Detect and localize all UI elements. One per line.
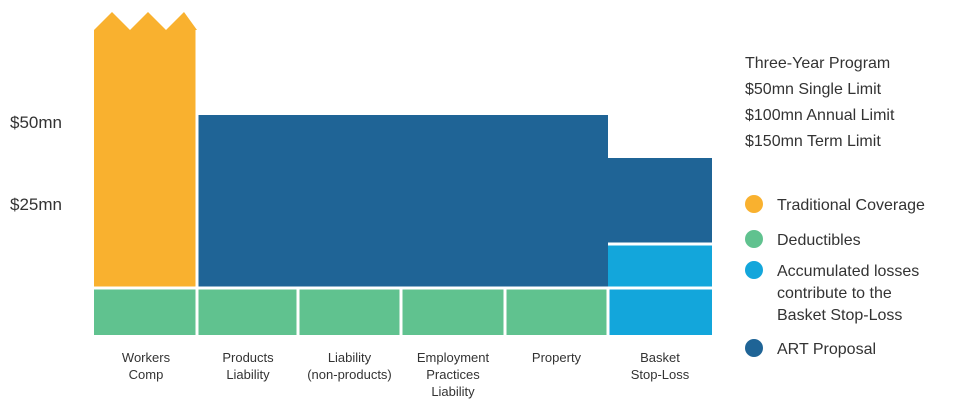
legend-swatch-deductibles [745, 230, 763, 248]
program-info-line: $100mn Annual Limit [745, 107, 895, 124]
legend: Traditional Coverage Deductibles Accumulat… [745, 195, 925, 358]
program-info-line: $50mn Single Limit [745, 81, 882, 98]
legend-swatch-accumulated [745, 261, 763, 279]
legend-label: Basket Stop-Loss [777, 307, 902, 324]
legend-label: Accumulated losses [777, 263, 919, 280]
program-info-line: $150mn Term Limit [745, 133, 881, 150]
category-label: Liability [226, 367, 270, 382]
category-label: Basket [640, 350, 680, 365]
program-info-line: Three-Year Program [745, 55, 890, 72]
legend-swatch-art [745, 339, 763, 357]
y-axis-labels: $50mn $25mn [10, 113, 62, 214]
traditional-coverage-block [94, 12, 197, 288]
category-labels: Workers Comp Products Liability Liability (no… [122, 350, 690, 399]
category-label: Workers [122, 350, 171, 365]
category-label: Employment [417, 350, 490, 365]
category-label: Products [222, 350, 274, 365]
deductible-block [298, 288, 401, 335]
category-label: Stop-Loss [631, 367, 690, 382]
diagram-shapes [94, 12, 712, 335]
category-label: Practices [426, 367, 480, 382]
y-axis-label: $50mn [10, 113, 62, 132]
deductible-block [505, 288, 608, 335]
legend-label: ART Proposal [777, 341, 876, 358]
legend-label: Traditional Coverage [777, 197, 925, 214]
category-label: Liability [328, 350, 372, 365]
legend-swatch-traditional [745, 195, 763, 213]
legend-label: Deductibles [777, 232, 861, 249]
category-label: Liability [431, 384, 475, 399]
deductible-block [198, 288, 298, 335]
art-proposal-block [198, 115, 712, 288]
deductible-block [94, 288, 198, 335]
program-info: Three-Year Program $50mn Single Limit $100… [745, 55, 895, 150]
deductible-block [401, 288, 505, 335]
category-label: Property [532, 350, 582, 365]
category-label: (non-products) [307, 367, 392, 382]
legend-label: contribute to the [777, 285, 892, 302]
category-label: Comp [129, 367, 164, 382]
y-axis-label: $25mn [10, 195, 62, 214]
